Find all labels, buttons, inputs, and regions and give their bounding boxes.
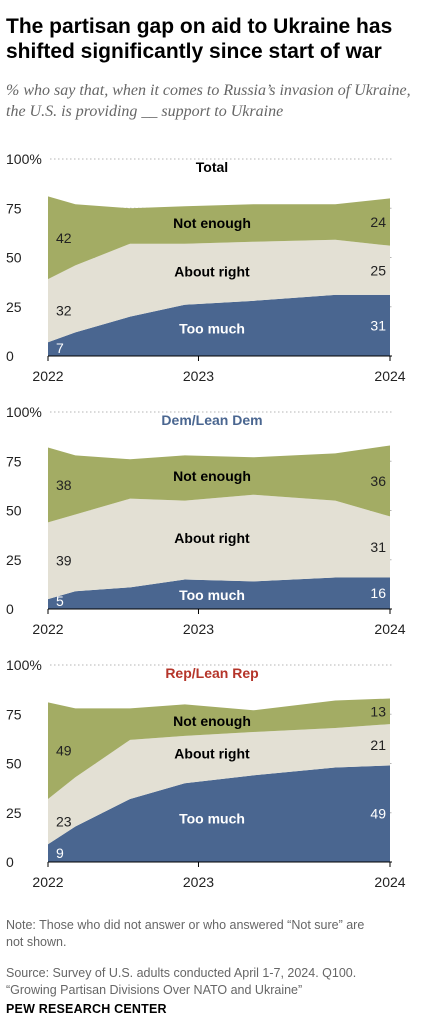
area-too_much: [48, 765, 390, 862]
data-label-last-not_enough: 13: [370, 703, 386, 719]
y-tick-label: 0: [6, 348, 14, 364]
y-tick-label: 0: [6, 854, 14, 870]
y-tick-label: 100%: [6, 404, 42, 420]
note: Note: Those who did not answer or who an…: [6, 917, 418, 951]
area-not_enough: [48, 445, 390, 523]
x-tick-label: 2023: [183, 621, 214, 637]
series-label-about_right: About right: [174, 530, 250, 546]
y-tick-label: 25: [6, 805, 22, 821]
data-label-first-not_enough: 42: [56, 230, 72, 246]
area-too_much: [48, 577, 390, 609]
x-tick-label: 2022: [32, 874, 63, 890]
source: Source: Survey of U.S. adults conducted …: [6, 965, 418, 999]
panel-title: Dem/Lean Dem: [161, 412, 262, 428]
chart-subtitle: % who say that, when it comes to Russia’…: [6, 82, 411, 120]
x-tick-label: 2022: [32, 368, 63, 384]
y-tick-label: 50: [6, 250, 22, 266]
y-tick-label: 75: [6, 453, 22, 469]
chart-title: The partisan gap on aid to Ukraine has s…: [6, 15, 393, 63]
x-tick-label: 2024: [374, 368, 405, 384]
area-too_much: [48, 294, 390, 356]
y-tick-label: 25: [6, 299, 22, 315]
data-label-last-too_much: 49: [370, 806, 386, 822]
pew-logo: PEW RESEARCH CENTER: [6, 1002, 167, 1016]
y-tick-label: 50: [6, 756, 22, 772]
data-label-last-about_right: 21: [370, 737, 386, 753]
x-tick-label: 2024: [374, 621, 405, 637]
data-label-last-not_enough: 36: [370, 473, 386, 489]
data-label-last-too_much: 31: [370, 317, 386, 333]
series-label-not_enough: Not enough: [173, 713, 251, 729]
series-label-about_right: About right: [174, 746, 250, 762]
area-not_enough: [48, 698, 390, 799]
y-tick-label: 75: [6, 706, 22, 722]
y-tick-label: 25: [6, 552, 22, 568]
note-line-1: Note: Those who did not answer or who an…: [6, 918, 365, 932]
source-line-2: “Growing Partisan Divisions Over NATO an…: [6, 983, 303, 997]
y-tick-label: 75: [6, 200, 22, 216]
y-tick-label: 0: [6, 601, 14, 617]
panel-title: Total: [196, 159, 228, 175]
series-label-too_much: Too much: [179, 587, 245, 603]
area-about_right: [48, 494, 390, 600]
data-label-last-about_right: 25: [370, 262, 386, 278]
area-about_right: [48, 239, 390, 343]
y-tick-label: 100%: [6, 151, 42, 167]
source-line-1: Source: Survey of U.S. adults conducted …: [6, 966, 357, 980]
y-tick-label: 50: [6, 503, 22, 519]
data-label-first-about_right: 39: [56, 553, 72, 569]
area-not_enough: [48, 196, 390, 280]
area-about_right: [48, 724, 390, 845]
data-label-last-too_much: 16: [370, 585, 386, 601]
series-label-not_enough: Not enough: [173, 468, 251, 484]
data-label-first-too_much: 9: [56, 845, 64, 861]
x-tick-label: 2024: [374, 874, 405, 890]
series-label-about_right: About right: [174, 263, 250, 279]
series-label-too_much: Too much: [179, 811, 245, 827]
data-label-first-about_right: 32: [56, 303, 72, 319]
data-label-first-not_enough: 38: [56, 477, 72, 493]
data-label-last-about_right: 31: [370, 539, 386, 555]
panel-title: Rep/Lean Rep: [165, 665, 258, 681]
x-tick-label: 2022: [32, 621, 63, 637]
note-line-2: not shown.: [6, 935, 67, 949]
data-label-first-too_much: 7: [56, 340, 64, 356]
series-label-not_enough: Not enough: [173, 215, 251, 231]
y-tick-label: 100%: [6, 657, 42, 673]
data-label-first-too_much: 5: [56, 593, 64, 609]
data-label-last-not_enough: 24: [370, 214, 386, 230]
data-label-first-about_right: 23: [56, 814, 72, 830]
x-tick-label: 2023: [183, 874, 214, 890]
data-label-first-not_enough: 49: [56, 743, 72, 759]
x-tick-label: 2023: [183, 368, 214, 384]
series-label-too_much: Too much: [179, 320, 245, 336]
